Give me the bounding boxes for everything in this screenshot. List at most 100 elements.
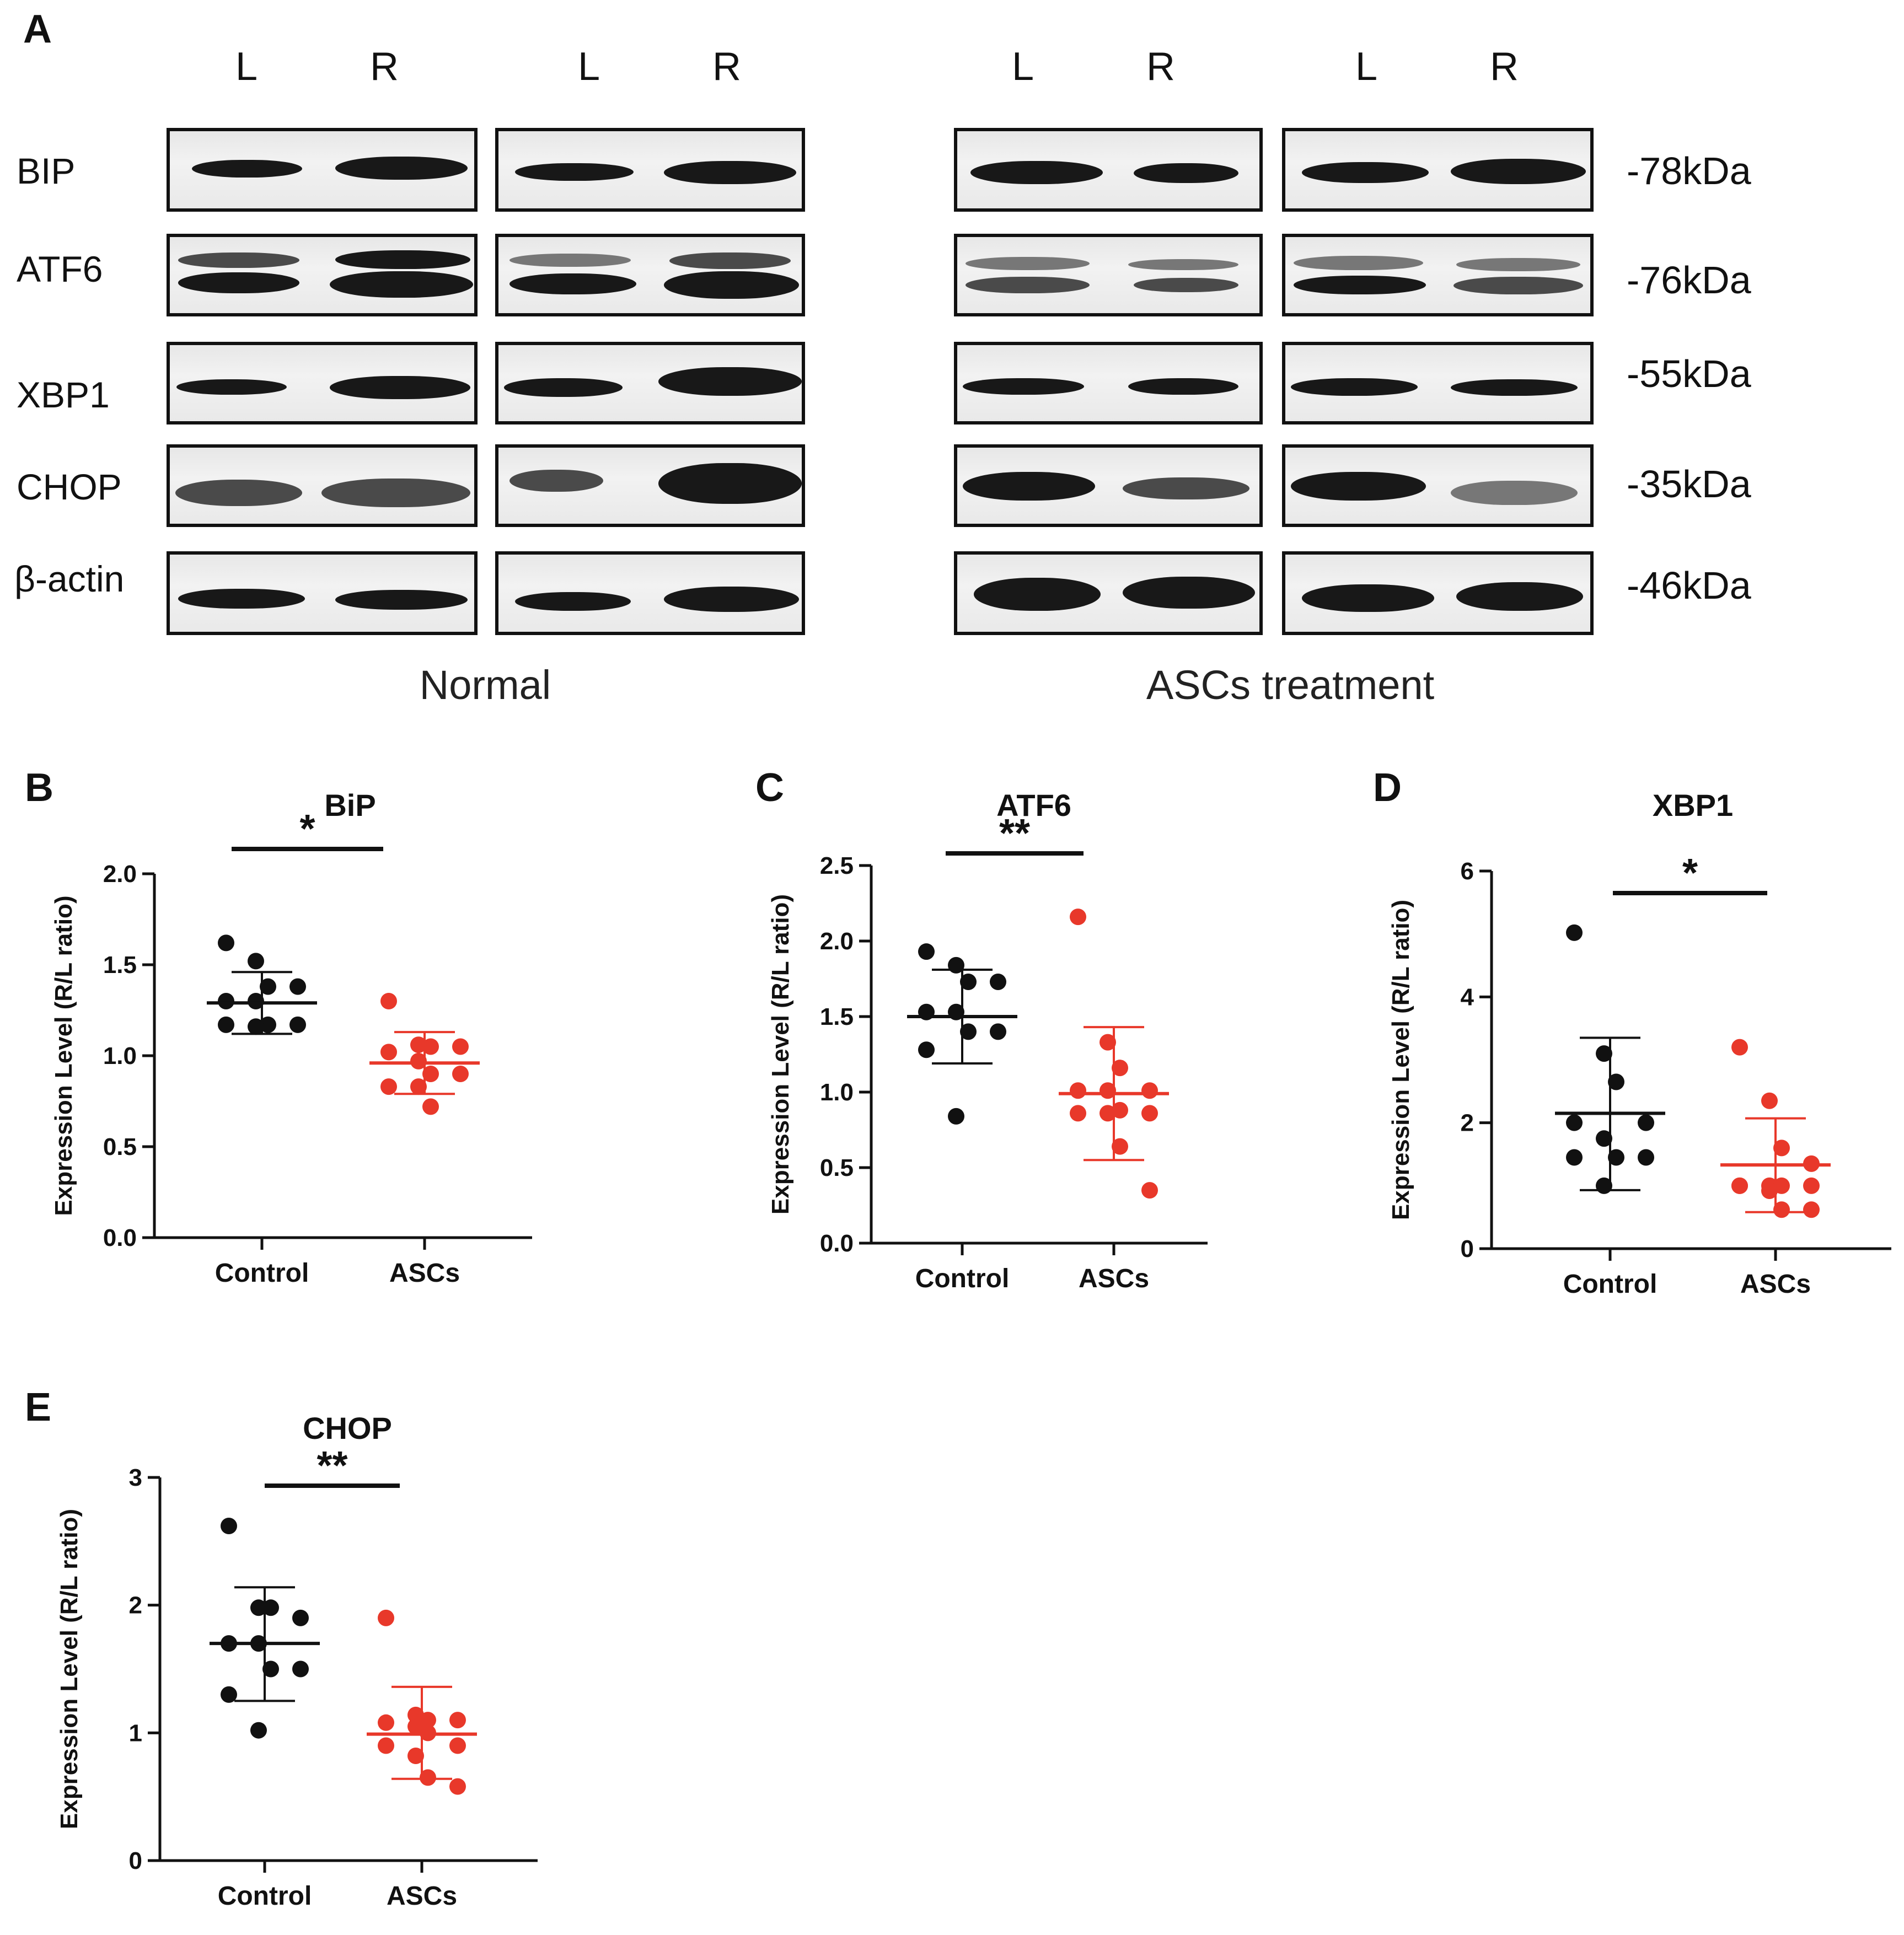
chart-xbp1: XBP1 0 2 4 6 Expression Level (R/L ratio) Cont… (1387, 788, 1891, 1299)
data-point (1070, 1105, 1086, 1122)
blot-atf6-asc-2 (1282, 234, 1594, 316)
data-point (1761, 1182, 1778, 1199)
data-point (378, 1714, 394, 1731)
blot-atf6-normal-1 (167, 234, 478, 316)
data-point (378, 1609, 394, 1626)
chart-atf6: ATF6 0.0 0.5 1.0 1.5 2.0 2.5 Expression Level (… (767, 788, 1208, 1293)
protein-label-atf6: ATF6 (17, 249, 103, 289)
data-point (221, 1518, 237, 1535)
data-point (1761, 1092, 1778, 1109)
data-point (1070, 909, 1086, 926)
lane-label: R (370, 45, 399, 89)
lane-label: R (1490, 45, 1519, 89)
y-tick-label: 1.5 (820, 1003, 854, 1030)
data-point (1112, 1060, 1128, 1077)
y-tick-label: 3 (129, 1464, 142, 1491)
data-point (452, 1038, 469, 1055)
y-axis-label: Expression Level (R/L ratio) (1387, 900, 1414, 1220)
blot-atf6-asc-1 (954, 234, 1263, 316)
x-tick-label: ASCs (1079, 1264, 1149, 1293)
blot-beta-actin-asc-1 (954, 551, 1263, 635)
data-point (260, 978, 276, 995)
x-tick-label: Control (1563, 1270, 1658, 1299)
data-point (1731, 1039, 1748, 1056)
blot-chop-asc-2 (1282, 444, 1594, 527)
data-point (262, 1599, 279, 1616)
data-point (218, 934, 234, 952)
kda-label-78: -78kDa (1627, 149, 1751, 192)
blot-xbp1-asc-2 (1282, 342, 1594, 424)
data-point (1638, 1149, 1654, 1166)
data-point (1141, 1105, 1158, 1122)
data-point (990, 973, 1006, 990)
data-point (410, 1078, 427, 1095)
data-point (422, 1066, 439, 1082)
blot-beta-actin-normal-2 (495, 551, 805, 635)
lane-label: R (712, 45, 741, 89)
data-point (1566, 1149, 1583, 1166)
data-point (1803, 1201, 1820, 1218)
panel-letter-d: D (1373, 766, 1402, 810)
significance-marker: ** (317, 1444, 347, 1488)
y-tick-label: 0.0 (103, 1224, 137, 1251)
kda-label-35: -35kDa (1627, 463, 1751, 506)
significance-marker: * (299, 807, 315, 851)
panel-letter-a: A (23, 7, 52, 51)
protein-label-bip: BIP (17, 150, 76, 191)
protein-label-xbp1: XBP1 (17, 374, 110, 415)
kda-label-46: -46kDa (1627, 564, 1751, 607)
data-point (1596, 1045, 1612, 1062)
data-point (218, 993, 234, 1009)
y-tick-label: 1.5 (103, 952, 137, 979)
data-point (1803, 1177, 1820, 1194)
data-point (1608, 1073, 1624, 1090)
y-tick-label: 0.5 (820, 1154, 854, 1181)
lane-label: L (577, 45, 600, 89)
blot-bip-normal-2 (495, 128, 805, 212)
data-point (407, 1748, 424, 1765)
blot-beta-actin-asc-2 (1282, 551, 1594, 635)
chart-title: BiP (324, 788, 376, 823)
x-tick-label: Control (218, 1882, 312, 1911)
protein-label-beta-actin: β-actin (14, 558, 125, 599)
y-tick-label: 6 (1461, 858, 1474, 885)
blot-beta-actin-normal-1 (167, 551, 478, 635)
data-point (289, 1016, 306, 1033)
significance-marker: * (1682, 851, 1698, 895)
data-point (380, 1044, 397, 1061)
group-label-ascs-treatment: ASCs treatment (1146, 662, 1435, 708)
data-point (1773, 1140, 1790, 1157)
kda-label-55: -55kDa (1627, 352, 1751, 395)
blot-bip-asc-1 (954, 128, 1263, 212)
data-point (1596, 1130, 1612, 1147)
data-point (221, 1686, 237, 1703)
y-tick-label: 1.0 (820, 1079, 854, 1106)
y-tick-label: 0.5 (103, 1133, 137, 1160)
y-tick-label: 2 (129, 1592, 142, 1619)
data-point (449, 1737, 466, 1754)
data-point (250, 1599, 267, 1616)
data-point (410, 1052, 427, 1069)
data-point (218, 1016, 234, 1033)
y-axis-label: Expression Level (R/L ratio) (56, 1509, 83, 1829)
data-point (248, 1018, 264, 1035)
data-point (449, 1712, 466, 1729)
data-point (292, 1660, 309, 1678)
data-point (248, 993, 264, 1009)
data-point (260, 1016, 276, 1033)
data-point (1638, 1114, 1654, 1131)
chart-chop: CHOP 0 1 2 3 Expression Level (R/L ratio) Cont… (56, 1411, 538, 1911)
y-tick-label: 2.0 (820, 928, 854, 955)
blot-chop-normal-1 (167, 444, 478, 527)
data-point (1141, 1082, 1158, 1099)
data-point (410, 1036, 427, 1054)
data-point (1773, 1201, 1790, 1218)
lane-label: L (1011, 45, 1034, 89)
blot-xbp1-asc-1 (954, 342, 1263, 424)
x-tick-label: ASCs (1740, 1270, 1811, 1299)
x-tick-label: Control (215, 1259, 309, 1288)
significance-marker: ** (999, 811, 1030, 856)
data-point (1731, 1177, 1748, 1194)
blot-bip-normal-1 (167, 128, 478, 212)
lane-label: L (1355, 45, 1378, 89)
